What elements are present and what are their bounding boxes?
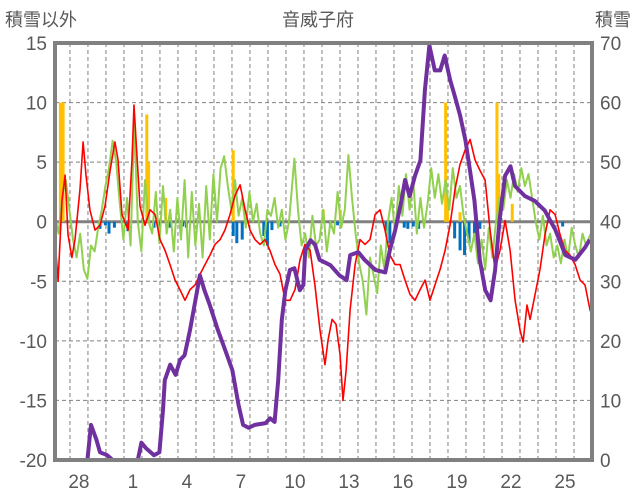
y-left-tick-label: 0 bbox=[36, 213, 47, 234]
bar-negative bbox=[388, 221, 392, 244]
y-left-tick-label: 5 bbox=[36, 153, 47, 174]
bar-negative bbox=[467, 221, 471, 244]
bar-negative bbox=[235, 221, 239, 244]
x-tick-label: 4 bbox=[182, 472, 193, 493]
bar-negative bbox=[103, 221, 107, 226]
precip-bar-positive bbox=[510, 203, 514, 222]
bar-negative bbox=[240, 221, 244, 240]
bar-negative bbox=[561, 221, 565, 227]
bar-negative bbox=[112, 221, 116, 228]
bar-negative bbox=[231, 221, 235, 237]
x-tick-label: 16 bbox=[392, 472, 413, 493]
y-right-tick-label: 30 bbox=[600, 272, 621, 293]
bar-negative bbox=[406, 221, 410, 229]
precip-bar-positive bbox=[145, 114, 149, 222]
bar-negative bbox=[472, 221, 476, 234]
x-tick-label: 7 bbox=[236, 472, 247, 493]
bar-negative bbox=[478, 221, 482, 229]
bar-negative bbox=[168, 221, 172, 228]
bar-negative bbox=[278, 221, 282, 227]
gridlines bbox=[55, 42, 592, 461]
y-right-tick-label: 10 bbox=[600, 391, 621, 412]
bar-negative bbox=[265, 221, 269, 246]
bar-negative bbox=[402, 221, 406, 228]
bar-negative bbox=[384, 221, 388, 232]
bar-negative bbox=[262, 221, 266, 237]
series-lines bbox=[54, 43, 593, 462]
precip-bar-positive bbox=[58, 102, 62, 222]
precip-bar-positive bbox=[458, 212, 462, 222]
precip-bar-positive bbox=[444, 102, 448, 222]
plot-frame bbox=[53, 41, 594, 462]
x-tick-label: 19 bbox=[446, 472, 467, 493]
left-axis-label: 積雪以外 bbox=[5, 10, 77, 30]
bar-negative bbox=[336, 221, 340, 226]
series-line-red bbox=[54, 104, 593, 402]
y-right-tick-label: 50 bbox=[600, 153, 621, 174]
y-left-tick-label: -5 bbox=[30, 272, 47, 293]
bar-negative bbox=[458, 221, 462, 251]
x-tick-label: 22 bbox=[500, 472, 521, 493]
y-left-tick-label: -10 bbox=[20, 332, 47, 353]
y-left-tick-label: 15 bbox=[26, 34, 47, 55]
chart-title: 音威子府 bbox=[282, 10, 354, 30]
x-tick-label: 10 bbox=[284, 472, 305, 493]
y-right-tick-label: 0 bbox=[600, 451, 611, 472]
x-tick-label: 25 bbox=[554, 472, 575, 493]
precip-bar-positive bbox=[495, 102, 499, 222]
y-right-tick-label: 20 bbox=[600, 332, 621, 353]
y-left-tick-label: 10 bbox=[26, 94, 47, 115]
y-right-tick-label: 40 bbox=[600, 213, 621, 234]
x-tick-label: 28 bbox=[68, 472, 89, 493]
x-tick-label: 13 bbox=[338, 472, 359, 493]
bar-negative bbox=[411, 221, 415, 227]
right-axis-label: 積雪 bbox=[595, 10, 631, 30]
series-line-green bbox=[54, 121, 593, 316]
bar-negative bbox=[270, 221, 274, 231]
precip-bar-positive bbox=[61, 102, 65, 222]
y-right-tick-label: 70 bbox=[600, 34, 621, 55]
precip-bar-positive bbox=[231, 150, 235, 222]
y-left-tick-label: -15 bbox=[20, 391, 47, 412]
y-left-tick-label: -20 bbox=[20, 451, 47, 472]
x-tick-label: 1 bbox=[128, 472, 139, 493]
bar-negative bbox=[463, 221, 467, 256]
bar-negative bbox=[453, 221, 457, 239]
y-right-tick-label: 60 bbox=[600, 94, 621, 115]
bar-negative bbox=[152, 221, 156, 228]
bar-negative bbox=[157, 221, 161, 233]
precip-bar-positive bbox=[147, 162, 151, 222]
precip-bar-positive bbox=[445, 197, 449, 222]
series-line-snow-depth bbox=[55, 43, 592, 462]
bar-negative bbox=[107, 221, 111, 234]
